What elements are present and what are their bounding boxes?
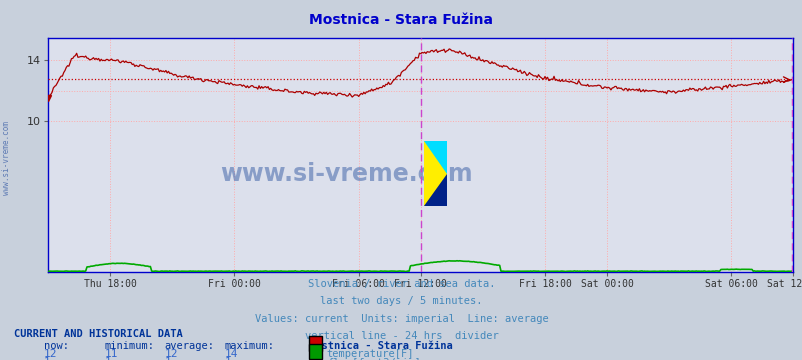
Text: www.si-vreme.com: www.si-vreme.com bbox=[2, 121, 11, 195]
Text: 1: 1 bbox=[225, 357, 231, 360]
Text: minimum:: minimum: bbox=[104, 341, 154, 351]
Text: Mostnica - Stara Fužina: Mostnica - Stara Fužina bbox=[309, 13, 493, 27]
Text: 1: 1 bbox=[164, 357, 171, 360]
Polygon shape bbox=[424, 174, 446, 206]
Text: 14: 14 bbox=[225, 349, 238, 359]
Text: temperature[F]: temperature[F] bbox=[326, 349, 414, 359]
Text: vertical line - 24 hrs  divider: vertical line - 24 hrs divider bbox=[304, 331, 498, 341]
Text: Mostnica - Stara Fužina: Mostnica - Stara Fužina bbox=[309, 341, 452, 351]
Text: flow[foot3/min]: flow[foot3/min] bbox=[326, 357, 420, 360]
Text: average:: average: bbox=[164, 341, 214, 351]
Text: 12: 12 bbox=[164, 349, 178, 359]
Text: 1: 1 bbox=[44, 357, 51, 360]
Text: maximum:: maximum: bbox=[225, 341, 274, 351]
Text: Values: current  Units: imperial  Line: average: Values: current Units: imperial Line: av… bbox=[254, 314, 548, 324]
Text: 12: 12 bbox=[44, 349, 58, 359]
Text: www.si-vreme.com: www.si-vreme.com bbox=[220, 162, 472, 185]
Text: Slovenia / river and sea data.: Slovenia / river and sea data. bbox=[307, 279, 495, 289]
Bar bbox=[424, 141, 446, 206]
Text: now:: now: bbox=[44, 341, 69, 351]
Text: 11: 11 bbox=[104, 349, 118, 359]
Text: CURRENT AND HISTORICAL DATA: CURRENT AND HISTORICAL DATA bbox=[14, 329, 183, 339]
Text: 1: 1 bbox=[104, 357, 111, 360]
Polygon shape bbox=[424, 141, 446, 174]
Text: last two days / 5 minutes.: last two days / 5 minutes. bbox=[320, 296, 482, 306]
